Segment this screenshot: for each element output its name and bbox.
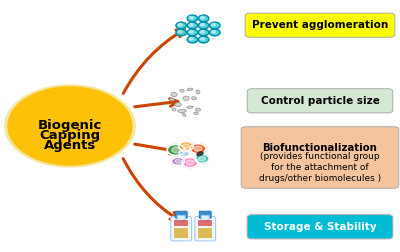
Circle shape <box>172 157 184 165</box>
Circle shape <box>5 85 135 167</box>
Text: (provides functional group
for the attachment of
drugs/other biomolecules ): (provides functional group for the attac… <box>259 151 381 183</box>
Circle shape <box>212 23 216 26</box>
Ellipse shape <box>194 112 198 115</box>
Circle shape <box>182 144 190 148</box>
FancyBboxPatch shape <box>174 220 188 226</box>
Circle shape <box>194 146 202 151</box>
Circle shape <box>212 30 216 33</box>
Circle shape <box>198 15 209 22</box>
Circle shape <box>1 82 139 170</box>
Text: Storage & Stability: Storage & Stability <box>264 222 376 232</box>
Ellipse shape <box>196 90 200 94</box>
Circle shape <box>178 23 182 26</box>
Circle shape <box>187 36 198 43</box>
Ellipse shape <box>169 98 175 101</box>
Circle shape <box>198 29 209 36</box>
Circle shape <box>179 142 193 151</box>
Ellipse shape <box>180 89 184 92</box>
Circle shape <box>210 22 220 29</box>
Circle shape <box>187 29 198 36</box>
Ellipse shape <box>171 92 177 97</box>
FancyBboxPatch shape <box>245 13 395 37</box>
Circle shape <box>200 23 204 26</box>
FancyBboxPatch shape <box>195 216 216 241</box>
FancyBboxPatch shape <box>247 215 393 239</box>
Ellipse shape <box>175 103 181 107</box>
FancyBboxPatch shape <box>247 89 393 113</box>
Circle shape <box>198 36 209 43</box>
Circle shape <box>187 15 198 22</box>
Circle shape <box>210 29 220 36</box>
Circle shape <box>182 152 186 155</box>
Ellipse shape <box>187 106 193 108</box>
FancyBboxPatch shape <box>198 220 212 226</box>
Circle shape <box>172 147 180 153</box>
Circle shape <box>190 144 206 154</box>
FancyBboxPatch shape <box>241 127 399 188</box>
Circle shape <box>189 16 193 19</box>
Text: Agents: Agents <box>44 139 96 152</box>
Circle shape <box>198 22 209 29</box>
Text: Capping: Capping <box>40 129 100 142</box>
Circle shape <box>167 144 185 155</box>
FancyBboxPatch shape <box>198 228 212 238</box>
Circle shape <box>175 159 181 163</box>
Circle shape <box>195 154 209 163</box>
Circle shape <box>176 29 186 36</box>
Circle shape <box>189 30 193 33</box>
Circle shape <box>200 30 204 33</box>
Circle shape <box>198 156 206 161</box>
Circle shape <box>179 151 189 157</box>
Circle shape <box>182 158 198 168</box>
Text: Biogenic: Biogenic <box>38 119 102 133</box>
Circle shape <box>200 16 204 19</box>
Circle shape <box>176 22 186 29</box>
Circle shape <box>200 38 204 40</box>
Circle shape <box>187 22 198 29</box>
FancyBboxPatch shape <box>177 215 185 221</box>
FancyBboxPatch shape <box>201 215 209 221</box>
FancyBboxPatch shape <box>199 211 211 218</box>
Circle shape <box>186 160 194 165</box>
Ellipse shape <box>187 88 193 91</box>
Circle shape <box>189 38 193 40</box>
Text: Biofunctionalization: Biofunctionalization <box>262 143 378 153</box>
Circle shape <box>8 87 132 165</box>
FancyBboxPatch shape <box>174 228 188 238</box>
Ellipse shape <box>178 109 186 112</box>
Ellipse shape <box>172 108 176 111</box>
Ellipse shape <box>182 113 186 116</box>
Ellipse shape <box>183 96 189 101</box>
Circle shape <box>178 30 182 33</box>
Text: Control particle size: Control particle size <box>260 96 380 106</box>
Circle shape <box>189 23 193 26</box>
Text: Prevent agglomeration: Prevent agglomeration <box>252 20 388 30</box>
Ellipse shape <box>192 97 196 100</box>
Ellipse shape <box>195 108 201 111</box>
FancyBboxPatch shape <box>171 216 192 241</box>
FancyBboxPatch shape <box>175 211 187 218</box>
Ellipse shape <box>197 152 203 156</box>
